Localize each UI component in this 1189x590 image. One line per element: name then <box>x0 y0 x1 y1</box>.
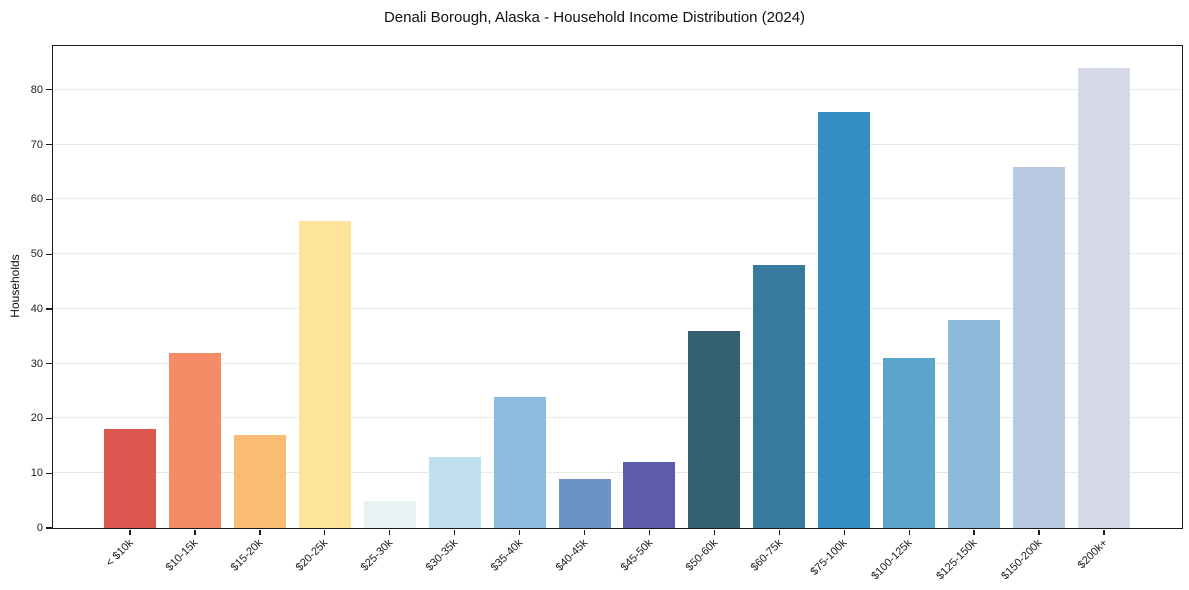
x-tick-mark <box>583 529 586 535</box>
x-tick-mark <box>454 529 456 535</box>
y-tick-label: 60 <box>30 193 43 206</box>
gridline <box>53 143 1182 145</box>
x-tick-mark <box>908 529 910 535</box>
x-tick-label: $75-100k <box>808 537 850 578</box>
x-tick-mark <box>713 529 716 535</box>
bar-25-30k <box>363 500 416 528</box>
x-tick-label: $20-25k <box>293 537 331 574</box>
gridline <box>53 472 1182 474</box>
bar-10-15k <box>168 352 221 528</box>
bar-10k <box>104 429 156 528</box>
y-tick-label: 10 <box>30 467 43 480</box>
bar-30-35k <box>428 456 481 528</box>
x-tick-label: < $10k <box>103 537 136 570</box>
x-tick-mark <box>1103 529 1105 535</box>
y-tick-label: 40 <box>30 302 43 315</box>
bar-60-75k <box>753 265 806 528</box>
x-tick-label: $35-40k <box>488 537 526 574</box>
x-tick-mark <box>843 529 845 535</box>
y-tick-label: 80 <box>30 83 43 96</box>
x-tick-mark <box>389 529 391 535</box>
y-tick-mark <box>46 472 52 474</box>
bar-15-20k <box>233 434 286 528</box>
x-tick-label: $25-30k <box>358 537 396 574</box>
bar-100-125k <box>883 358 936 528</box>
bar-125-150k <box>948 319 1001 528</box>
bar-75-100k <box>818 111 871 528</box>
x-tick-label: $50-60k <box>683 537 720 574</box>
y-tick-mark <box>46 308 52 310</box>
y-tick-mark <box>46 143 52 146</box>
bar-150-200k <box>1013 166 1066 528</box>
y-tick-mark <box>46 363 52 365</box>
y-tick-label: 20 <box>30 412 43 425</box>
bar-40-45k <box>558 478 611 528</box>
x-tick-mark <box>518 529 521 535</box>
y-tick-mark <box>46 253 52 255</box>
x-tick-mark <box>259 529 261 535</box>
bar-20-25k <box>298 221 351 528</box>
x-tick-mark <box>648 529 651 535</box>
y-tick-mark <box>46 417 52 420</box>
gridline <box>53 307 1182 309</box>
x-tick-mark <box>778 529 780 535</box>
gridline <box>53 362 1182 364</box>
x-tick-label: $60-75k <box>748 537 785 574</box>
y-tick-mark <box>46 527 52 529</box>
y-tick-mark <box>46 198 52 201</box>
bar-35-40k <box>493 396 546 528</box>
y-tick-label: 30 <box>30 357 43 370</box>
x-tick-label: $40-45k <box>553 537 591 574</box>
bar-200k <box>1077 67 1130 528</box>
bar-50-60k <box>688 330 741 528</box>
gridline <box>53 198 1182 200</box>
x-tick-label: $15-20k <box>228 537 266 574</box>
x-tick-mark <box>324 529 326 535</box>
x-tick-label: $30-35k <box>423 537 461 574</box>
y-tick-label: 70 <box>30 138 43 151</box>
gridline <box>53 88 1182 90</box>
x-tick-label: $45-50k <box>618 537 655 574</box>
y-tick-label: 50 <box>30 248 43 261</box>
x-tick-mark <box>129 529 131 535</box>
y-tick-label: 0 <box>36 522 43 534</box>
x-tick-mark <box>194 529 196 535</box>
x-tick-mark <box>973 529 975 535</box>
gridline <box>53 253 1182 255</box>
plot-area: 0 10 20 30 40 50 60 70 80 < $10k $10-15k $15-20k $20… <box>31 45 1183 582</box>
x-tick-mark <box>1038 529 1040 535</box>
x-tick-label: $125-150k <box>934 537 980 583</box>
x-tick-label: $200k+ <box>1075 537 1110 572</box>
chart-title: Denali Borough, Alaska - Household Incom… <box>383 9 806 26</box>
y-tick-mark <box>46 89 52 91</box>
x-tick-label: $100-125k <box>869 537 915 583</box>
gridline <box>53 417 1182 419</box>
x-tick-label: $150-200k <box>999 537 1045 583</box>
x-tick-label: $10-15k <box>163 537 201 574</box>
bar-45-50k <box>623 462 676 528</box>
